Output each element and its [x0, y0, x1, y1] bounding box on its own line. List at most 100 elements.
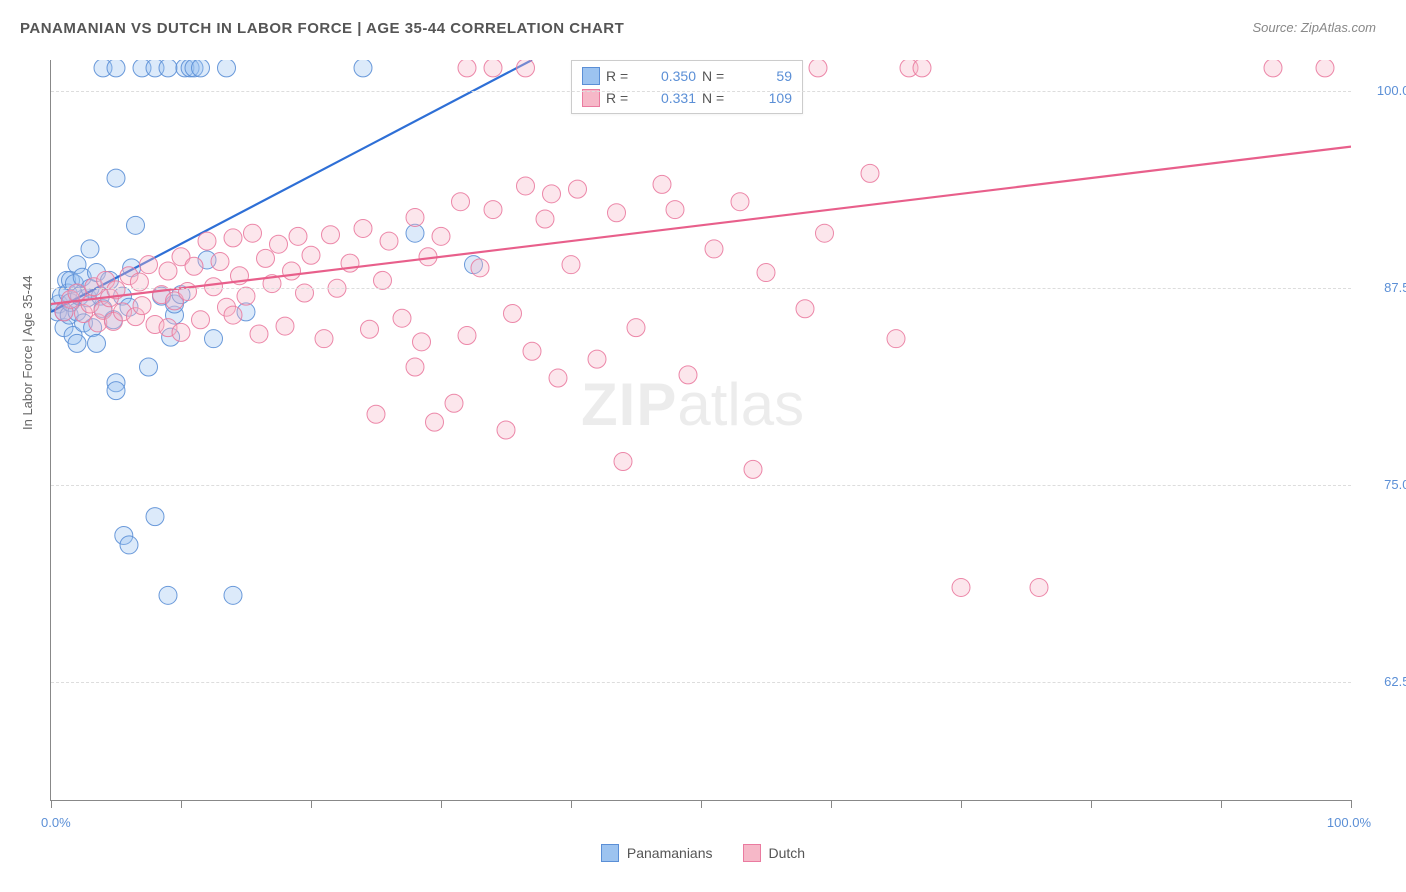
gridline: [51, 682, 1351, 683]
scatter-point: [172, 323, 190, 341]
scatter-point: [218, 60, 236, 77]
scatter-point: [484, 60, 502, 77]
scatter-point: [81, 240, 99, 258]
scatter-point: [354, 219, 372, 237]
chart-container: PANAMANIAN VS DUTCH IN LABOR FORCE | AGE…: [0, 0, 1406, 892]
scatter-point: [393, 309, 411, 327]
scatter-point: [159, 586, 177, 604]
x-tick: [181, 800, 182, 808]
scatter-point: [653, 175, 671, 193]
scatter-point: [757, 264, 775, 282]
legend-label: Dutch: [769, 845, 806, 861]
x-tick: [311, 800, 312, 808]
plot-area: ZIPatlas R =0.350N =59R =0.331N =109 62.…: [50, 60, 1351, 801]
legend-swatch: [582, 67, 600, 85]
scatter-point: [140, 256, 158, 274]
legend-swatch: [601, 844, 619, 862]
scatter-point: [140, 358, 158, 376]
scatter-point: [107, 60, 125, 77]
x-tick: [1091, 800, 1092, 808]
scatter-point: [127, 216, 145, 234]
scatter-point: [744, 460, 762, 478]
scatter-point: [68, 334, 86, 352]
scatter-point: [627, 319, 645, 337]
scatter-point: [484, 201, 502, 219]
scatter-point: [296, 284, 314, 302]
gridline: [51, 91, 1351, 92]
scatter-point: [497, 421, 515, 439]
scatter-point: [205, 278, 223, 296]
scatter-point: [146, 508, 164, 526]
scatter-point: [816, 224, 834, 242]
scatter-point: [107, 382, 125, 400]
scatter-point: [250, 325, 268, 343]
legend-stats: R =0.350N =59R =0.331N =109: [571, 60, 803, 114]
scatter-point: [354, 60, 372, 77]
scatter-point: [666, 201, 684, 219]
scatter-point: [88, 334, 106, 352]
legend-item: Dutch: [743, 844, 806, 862]
r-value: 0.350: [640, 68, 696, 84]
y-tick-label: 87.5%: [1361, 280, 1406, 295]
x-tick: [701, 800, 702, 808]
scatter-point: [504, 304, 522, 322]
legend-label: Panamanians: [627, 845, 713, 861]
scatter-point: [517, 60, 535, 77]
x-tick: [51, 800, 52, 808]
scatter-point: [224, 229, 242, 247]
x-tick: [441, 800, 442, 808]
scatter-point: [361, 320, 379, 338]
legend-bottom: Panamanians Dutch: [0, 844, 1406, 862]
x-tick: [1221, 800, 1222, 808]
scatter-point: [731, 193, 749, 211]
scatter-point: [549, 369, 567, 387]
x-max-label: 100.0%: [1327, 815, 1371, 830]
chart-title: PANAMANIAN VS DUTCH IN LABOR FORCE | AGE…: [20, 20, 624, 37]
scatter-point: [198, 232, 216, 250]
scatter-svg: [51, 60, 1351, 800]
r-label: R =: [606, 68, 634, 84]
scatter-point: [796, 300, 814, 318]
scatter-point: [205, 330, 223, 348]
scatter-point: [426, 413, 444, 431]
scatter-point: [107, 169, 125, 187]
scatter-point: [367, 405, 385, 423]
y-tick-label: 62.5%: [1361, 674, 1406, 689]
scatter-point: [159, 60, 177, 77]
scatter-point: [192, 60, 210, 77]
scatter-point: [861, 164, 879, 182]
legend-stat-row: R =0.350N =59: [582, 65, 792, 87]
legend-stat-row: R =0.331N =109: [582, 87, 792, 109]
gridline: [51, 485, 1351, 486]
scatter-point: [315, 330, 333, 348]
gridline: [51, 288, 1351, 289]
scatter-point: [543, 185, 561, 203]
scatter-point: [406, 358, 424, 376]
y-axis-label: In Labor Force | Age 35-44: [20, 276, 35, 430]
scatter-point: [952, 578, 970, 596]
scatter-point: [192, 311, 210, 329]
x-tick: [1351, 800, 1352, 808]
scatter-point: [302, 246, 320, 264]
scatter-point: [517, 177, 535, 195]
scatter-point: [705, 240, 723, 258]
scatter-point: [887, 330, 905, 348]
scatter-point: [452, 193, 470, 211]
x-min-label: 0.0%: [41, 815, 71, 830]
scatter-point: [179, 282, 197, 300]
scatter-point: [322, 226, 340, 244]
scatter-point: [608, 204, 626, 222]
scatter-point: [588, 350, 606, 368]
x-tick: [571, 800, 572, 808]
scatter-point: [536, 210, 554, 228]
scatter-point: [913, 60, 931, 77]
scatter-point: [523, 342, 541, 360]
scatter-point: [244, 224, 262, 242]
scatter-point: [1264, 60, 1282, 77]
scatter-point: [159, 262, 177, 280]
scatter-point: [458, 327, 476, 345]
x-tick: [961, 800, 962, 808]
y-tick-label: 75.0%: [1361, 477, 1406, 492]
scatter-point: [257, 249, 275, 267]
source-label: Source: ZipAtlas.com: [1252, 20, 1376, 35]
